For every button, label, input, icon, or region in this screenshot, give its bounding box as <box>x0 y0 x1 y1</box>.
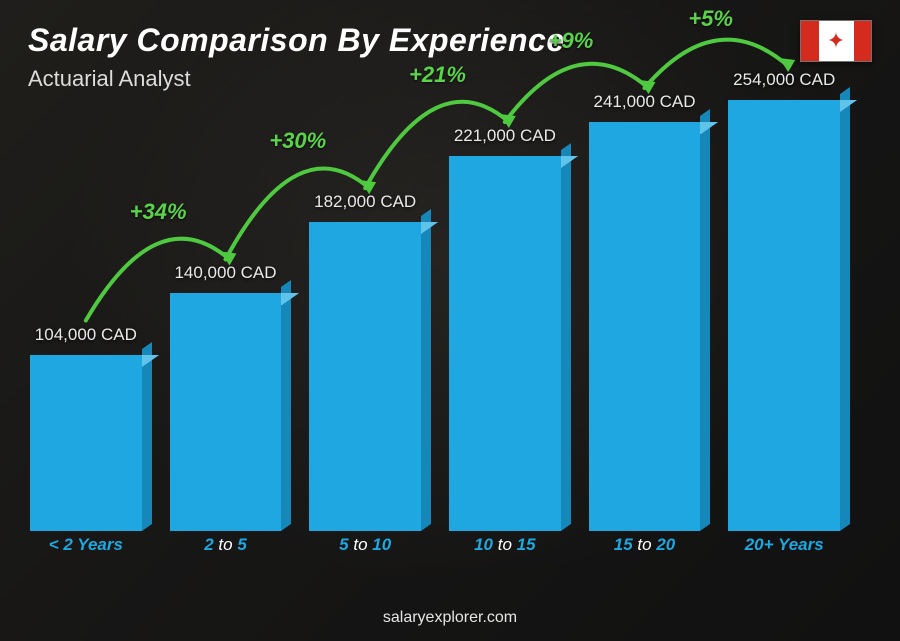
flag-stripe-right <box>854 21 872 61</box>
increase-arc <box>30 100 840 531</box>
country-flag-canada: ✦ <box>800 20 872 62</box>
increase-label: +5% <box>688 6 733 32</box>
increase-arc <box>30 100 840 531</box>
maple-leaf-icon: ✦ <box>827 30 845 52</box>
increase-label: +34% <box>130 199 187 225</box>
increase-arcs-layer: +34%+30%+21%+9%+5% <box>30 100 840 561</box>
bar-value-label: 254,000 CAD <box>733 70 835 90</box>
increase-arc <box>30 100 840 531</box>
footer-attribution: salaryexplorer.com <box>0 609 900 627</box>
bar-side-face <box>840 87 850 531</box>
flag-stripe-left <box>801 21 819 61</box>
page-title: Salary Comparison By Experience <box>28 22 565 59</box>
page-subtitle: Actuarial Analyst <box>28 66 191 92</box>
increase-label: +9% <box>549 28 594 54</box>
flag-stripe-center: ✦ <box>819 21 854 61</box>
infographic-root: Salary Comparison By Experience Actuaria… <box>0 0 900 641</box>
increase-label: +21% <box>409 62 466 88</box>
increase-arc <box>30 100 840 531</box>
increase-arc <box>30 100 840 531</box>
increase-label: +30% <box>269 128 326 154</box>
bar-chart: 104,000 CAD140,000 CAD182,000 CAD221,000… <box>30 100 840 561</box>
